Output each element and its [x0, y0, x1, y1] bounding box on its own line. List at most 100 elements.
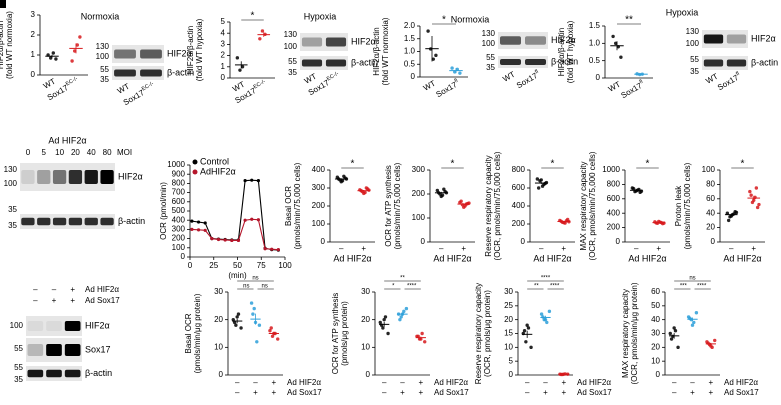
blot-band [500, 36, 521, 45]
x-tick-label: Sox17fl [434, 78, 461, 99]
x-tick-label: 75 [257, 261, 266, 270]
y-axis-label: (fold WT hypoxia) [566, 20, 575, 83]
y-tick-label: 800 [512, 165, 526, 174]
y-tick-label: 80 [706, 180, 715, 189]
blot-band [84, 170, 98, 184]
chart-title: Hypoxia [666, 7, 699, 17]
mw-label: 35 [100, 75, 109, 84]
condition-mark: + [271, 388, 276, 397]
condition-label: Ad Sox17 [577, 388, 612, 397]
data-point [270, 247, 274, 251]
mw-label: 130 [482, 29, 496, 38]
significance-label: * [741, 159, 745, 170]
data-point [49, 56, 53, 60]
data-point [529, 345, 533, 350]
data-point [543, 317, 548, 322]
y-axis-label: MAX respiratory capacity [621, 289, 630, 378]
blot-band [325, 59, 347, 67]
data-point [434, 53, 438, 58]
condition-mark: + [271, 378, 276, 387]
significance-label: ** [400, 276, 405, 282]
data-point [539, 312, 544, 316]
blot-band [27, 369, 44, 378]
lane-label: 80 [103, 148, 112, 157]
data-point [230, 238, 234, 243]
band-label: β-actin [351, 57, 378, 67]
data-point [458, 71, 462, 75]
lane-label: 10 [55, 148, 64, 157]
data-point [75, 43, 80, 47]
data-point [668, 331, 672, 336]
y-tick-label: 1 [31, 50, 36, 59]
condition-mark: – [33, 285, 38, 294]
data-point [250, 217, 254, 221]
legend-label: AdHIF2α [200, 166, 236, 176]
blot-band [703, 59, 724, 67]
data-point [231, 317, 235, 322]
condition-label: Ad HIF2α [724, 378, 758, 387]
blot-band [27, 321, 44, 331]
y-tick-label: 0.5 [589, 56, 601, 65]
x-axis-label: (min) [228, 271, 247, 280]
blot-band [703, 34, 724, 44]
condition-mark: – [382, 388, 387, 397]
y-tick-label: 30 [651, 329, 660, 338]
y-tick-label: 40 [706, 208, 715, 217]
y-tick-label: 1000 [167, 160, 185, 169]
y-tick-label: 0 [366, 370, 371, 379]
data-point [252, 306, 256, 311]
data-point [239, 326, 243, 330]
x-tick-label-sup: EC-/- [65, 76, 79, 88]
y-tick-label: 20 [651, 342, 660, 351]
data-point [255, 340, 259, 344]
data-point [383, 315, 388, 319]
x-tick-label: + [361, 244, 366, 253]
blot-band [37, 217, 51, 226]
significance-label: ** [625, 15, 633, 26]
data-point [535, 177, 540, 181]
condition-label: Ad Sox17 [85, 296, 120, 305]
y-tick-label: 200 [512, 219, 526, 228]
blot-band [46, 369, 62, 378]
condition-mark: + [543, 388, 548, 397]
y-tick-label: 800 [607, 180, 621, 189]
y-axis-label: HIF2α/β-actin [372, 27, 381, 75]
y-tick-label: 900 [172, 169, 186, 178]
y-axis-label: Reserve respiratory capacity [484, 155, 493, 256]
band-label: Sox17 [85, 344, 111, 354]
y-tick-label: 5 [509, 356, 514, 365]
significance-label: * [392, 284, 395, 290]
y-tick-label: 1.0 [404, 47, 416, 56]
y-axis-label: (OCR, pmols/μg protein) [483, 290, 492, 377]
y-tick-label: 60 [706, 194, 715, 203]
mw-label: 100 [96, 52, 110, 61]
y-tick-label: 400 [172, 215, 186, 224]
blot-band [68, 170, 83, 184]
y-tick-label: 200 [172, 234, 186, 243]
data-point [709, 344, 713, 348]
condition-mark: + [561, 378, 566, 387]
data-point [725, 211, 730, 215]
significance-label: ** [534, 284, 539, 290]
condition-label: Ad HIF2α [577, 378, 611, 387]
blot-band [64, 369, 81, 378]
condition-mark: + [253, 388, 258, 397]
data-point [196, 220, 201, 224]
mw-label: 35 [8, 221, 17, 230]
blot-band [46, 344, 62, 356]
mw-label: 35 [14, 375, 23, 384]
band-label: β-actin [751, 57, 778, 67]
data-point [547, 309, 552, 314]
y-tick-label: 100 [702, 165, 716, 174]
lane-label: 0 [26, 148, 31, 157]
data-point [342, 174, 346, 178]
lane-label-sup: fl [735, 71, 740, 78]
y-tick-label: 10 [651, 356, 660, 365]
mw-label: 130 [284, 30, 298, 39]
condition-mark: – [525, 378, 530, 387]
condition-mark: + [418, 378, 423, 387]
data-point [757, 202, 761, 207]
band-label: β-actin [118, 216, 145, 226]
x-tick-label: + [561, 244, 566, 253]
blot-membrane [20, 163, 115, 191]
